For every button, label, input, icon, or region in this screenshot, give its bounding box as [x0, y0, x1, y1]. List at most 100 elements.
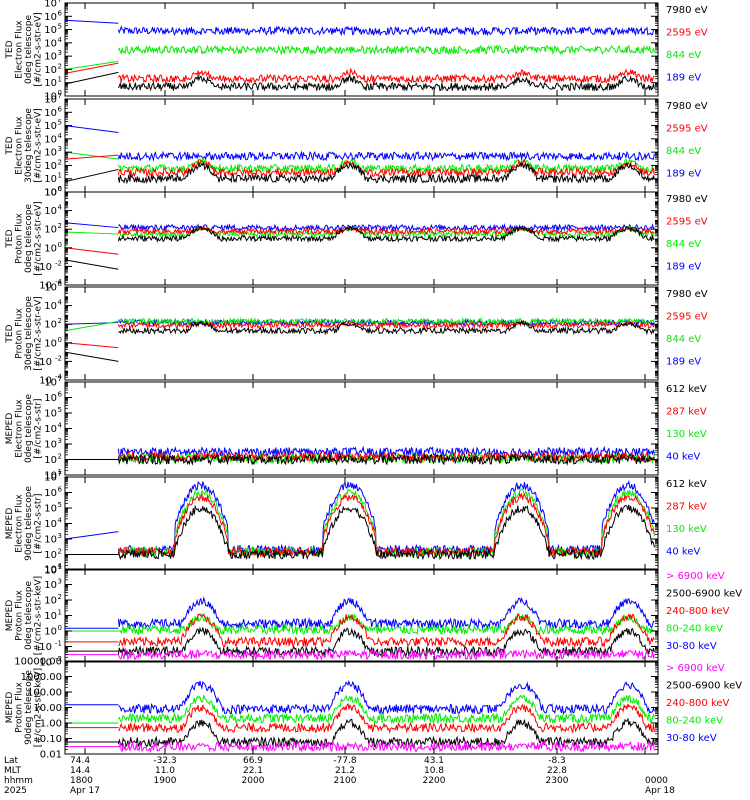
- y-tick-label: 10: [44, 455, 57, 466]
- panel-6-series: [64, 479, 655, 561]
- legend-entry: 2500-6900 keV: [666, 681, 742, 692]
- panel-2-series: [64, 125, 655, 185]
- y-tick-exponent: 1: [58, 172, 62, 180]
- footer-value: 10.8: [424, 766, 444, 776]
- y-axis-label: 0deg telescope: [24, 581, 34, 651]
- y-tick-exponent: 6: [58, 105, 63, 113]
- series--6900-kev: [118, 740, 655, 754]
- panel-4-series: [64, 316, 655, 362]
- series-30-80-kev: [118, 679, 655, 716]
- y-tick-exponent: 7: [58, 375, 62, 383]
- series-7980-ev: [117, 225, 655, 244]
- series-80-240-kev: [118, 694, 655, 725]
- legend-entry: > 6900 keV: [666, 663, 725, 674]
- series-7980-ev: [117, 74, 655, 93]
- y-tick-label: 10: [44, 78, 57, 89]
- y-tick-exponent: 2: [58, 222, 62, 230]
- series-612-kev: [117, 504, 655, 561]
- panel-1-series: [64, 19, 655, 93]
- legend-entry: 844 eV: [666, 334, 701, 345]
- y-tick-exponent: 2: [58, 62, 62, 70]
- y-tick-exponent: -2: [55, 259, 62, 267]
- y-tick-label: 10: [44, 393, 57, 404]
- footer-value: 2000: [242, 776, 265, 786]
- y-tick-label: 10: [44, 565, 57, 576]
- footer-value: -77.8: [333, 756, 357, 766]
- footer-row-label: Lat: [4, 756, 19, 766]
- footer-value: -8.3: [548, 756, 566, 766]
- y-tick-exponent: 2: [58, 453, 62, 461]
- series-240-800-kev: [118, 612, 655, 649]
- y-axis-label: Electron Flux: [15, 494, 25, 553]
- legend-entry: 7980 eV: [666, 194, 708, 205]
- y-tick-exponent: 4: [58, 132, 63, 140]
- series--6900-kev: [117, 648, 655, 662]
- y-axis-label: TED: [5, 229, 15, 248]
- y-tick-exponent: 0: [58, 241, 62, 249]
- y-tick-label: 10: [44, 52, 57, 63]
- y-axis-label: 30deg telescope: [24, 108, 34, 183]
- y-tick-label: 10: [44, 504, 57, 515]
- y-axis-label: [#/cm2-s-str-eV]: [34, 108, 44, 183]
- series-844-ev: [117, 43, 655, 56]
- y-tick-label: 10: [39, 262, 52, 273]
- footer-value: 2300: [546, 776, 569, 786]
- footer-value: 22.1: [243, 766, 263, 776]
- series-2595-ev: [117, 67, 655, 85]
- y-tick-label: 10: [44, 488, 57, 499]
- series-7980-ev: [118, 320, 655, 336]
- series-edge-844-ev: [64, 151, 119, 160]
- y-tick-label: 1.00: [40, 719, 62, 730]
- y-tick-exponent: 2: [58, 548, 62, 556]
- y-axis-label: 90deg telescope: [24, 486, 34, 561]
- y-tick-exponent: -4: [55, 278, 63, 286]
- y-axis-label: 90deg telescope: [24, 670, 34, 745]
- y-axis-label: [#/cm2-s-str-eV]: [34, 296, 44, 371]
- y-axis-label: TED: [5, 324, 15, 343]
- series-30-80-kev: [117, 596, 655, 631]
- y-axis-label: [#/cm2-s-str-keV]: [34, 576, 44, 655]
- y-tick-exponent: 3: [58, 145, 62, 153]
- legend-entry: 7980 eV: [666, 5, 708, 16]
- legend-entry: 2595 eV: [666, 312, 708, 323]
- y-tick-label: 10: [44, 338, 57, 349]
- legend-entry: 287 keV: [666, 502, 707, 513]
- panel-8: 0.01 0.10 1.00 10.00 100.00 1000.00 10000.00 ME…: [5, 657, 742, 761]
- series-189-ev: [117, 25, 655, 37]
- legend-entry: 7980 eV: [666, 101, 708, 112]
- legend-entry: 240-800 keV: [666, 698, 730, 709]
- y-axis-label: [#/cm2-s-str]: [34, 493, 44, 553]
- series-edge-2595-ev: [64, 154, 119, 160]
- y-tick-label: 10: [44, 320, 57, 331]
- series-189-ev: [117, 150, 655, 162]
- y-tick-label: 10: [44, 424, 57, 435]
- legend-entry: 189 eV: [666, 262, 701, 273]
- panel-4-frame: [64, 286, 659, 381]
- footer-value: 14.4: [70, 766, 90, 776]
- series-2595-ev: [117, 320, 655, 330]
- footer-value: 0000: [645, 776, 668, 786]
- legend-entry: 130 keV: [666, 429, 707, 440]
- footer-value: 1800: [70, 776, 93, 786]
- y-tick-label: 10000.00: [14, 657, 62, 668]
- y-tick-exponent: 3: [58, 49, 62, 57]
- footer-value: 43.1: [424, 756, 444, 766]
- series-edge-189-ev: [64, 125, 119, 134]
- y-tick-exponent: 4: [58, 299, 63, 307]
- y-tick-exponent: 5: [58, 23, 62, 31]
- y-axis-label: [#/cm2-s-str]: [34, 398, 44, 458]
- y-axis-label: Electron Flux: [15, 20, 25, 79]
- legend-entry: 30-80 keV: [666, 733, 717, 744]
- legend-entry: 844 eV: [666, 239, 701, 250]
- y-tick-exponent: 7: [58, 92, 62, 100]
- y-axis-label: [#/cm2-s-str-eV]: [34, 12, 44, 87]
- y-tick-exponent: 6: [58, 280, 63, 288]
- legend-entry: 189 eV: [666, 169, 701, 180]
- y-tick-label: 10: [44, 473, 57, 484]
- y-axis-label: 30deg telescope: [24, 296, 34, 371]
- footer-value: -32.3: [153, 756, 176, 766]
- series-edge-7980-ev: [64, 259, 119, 270]
